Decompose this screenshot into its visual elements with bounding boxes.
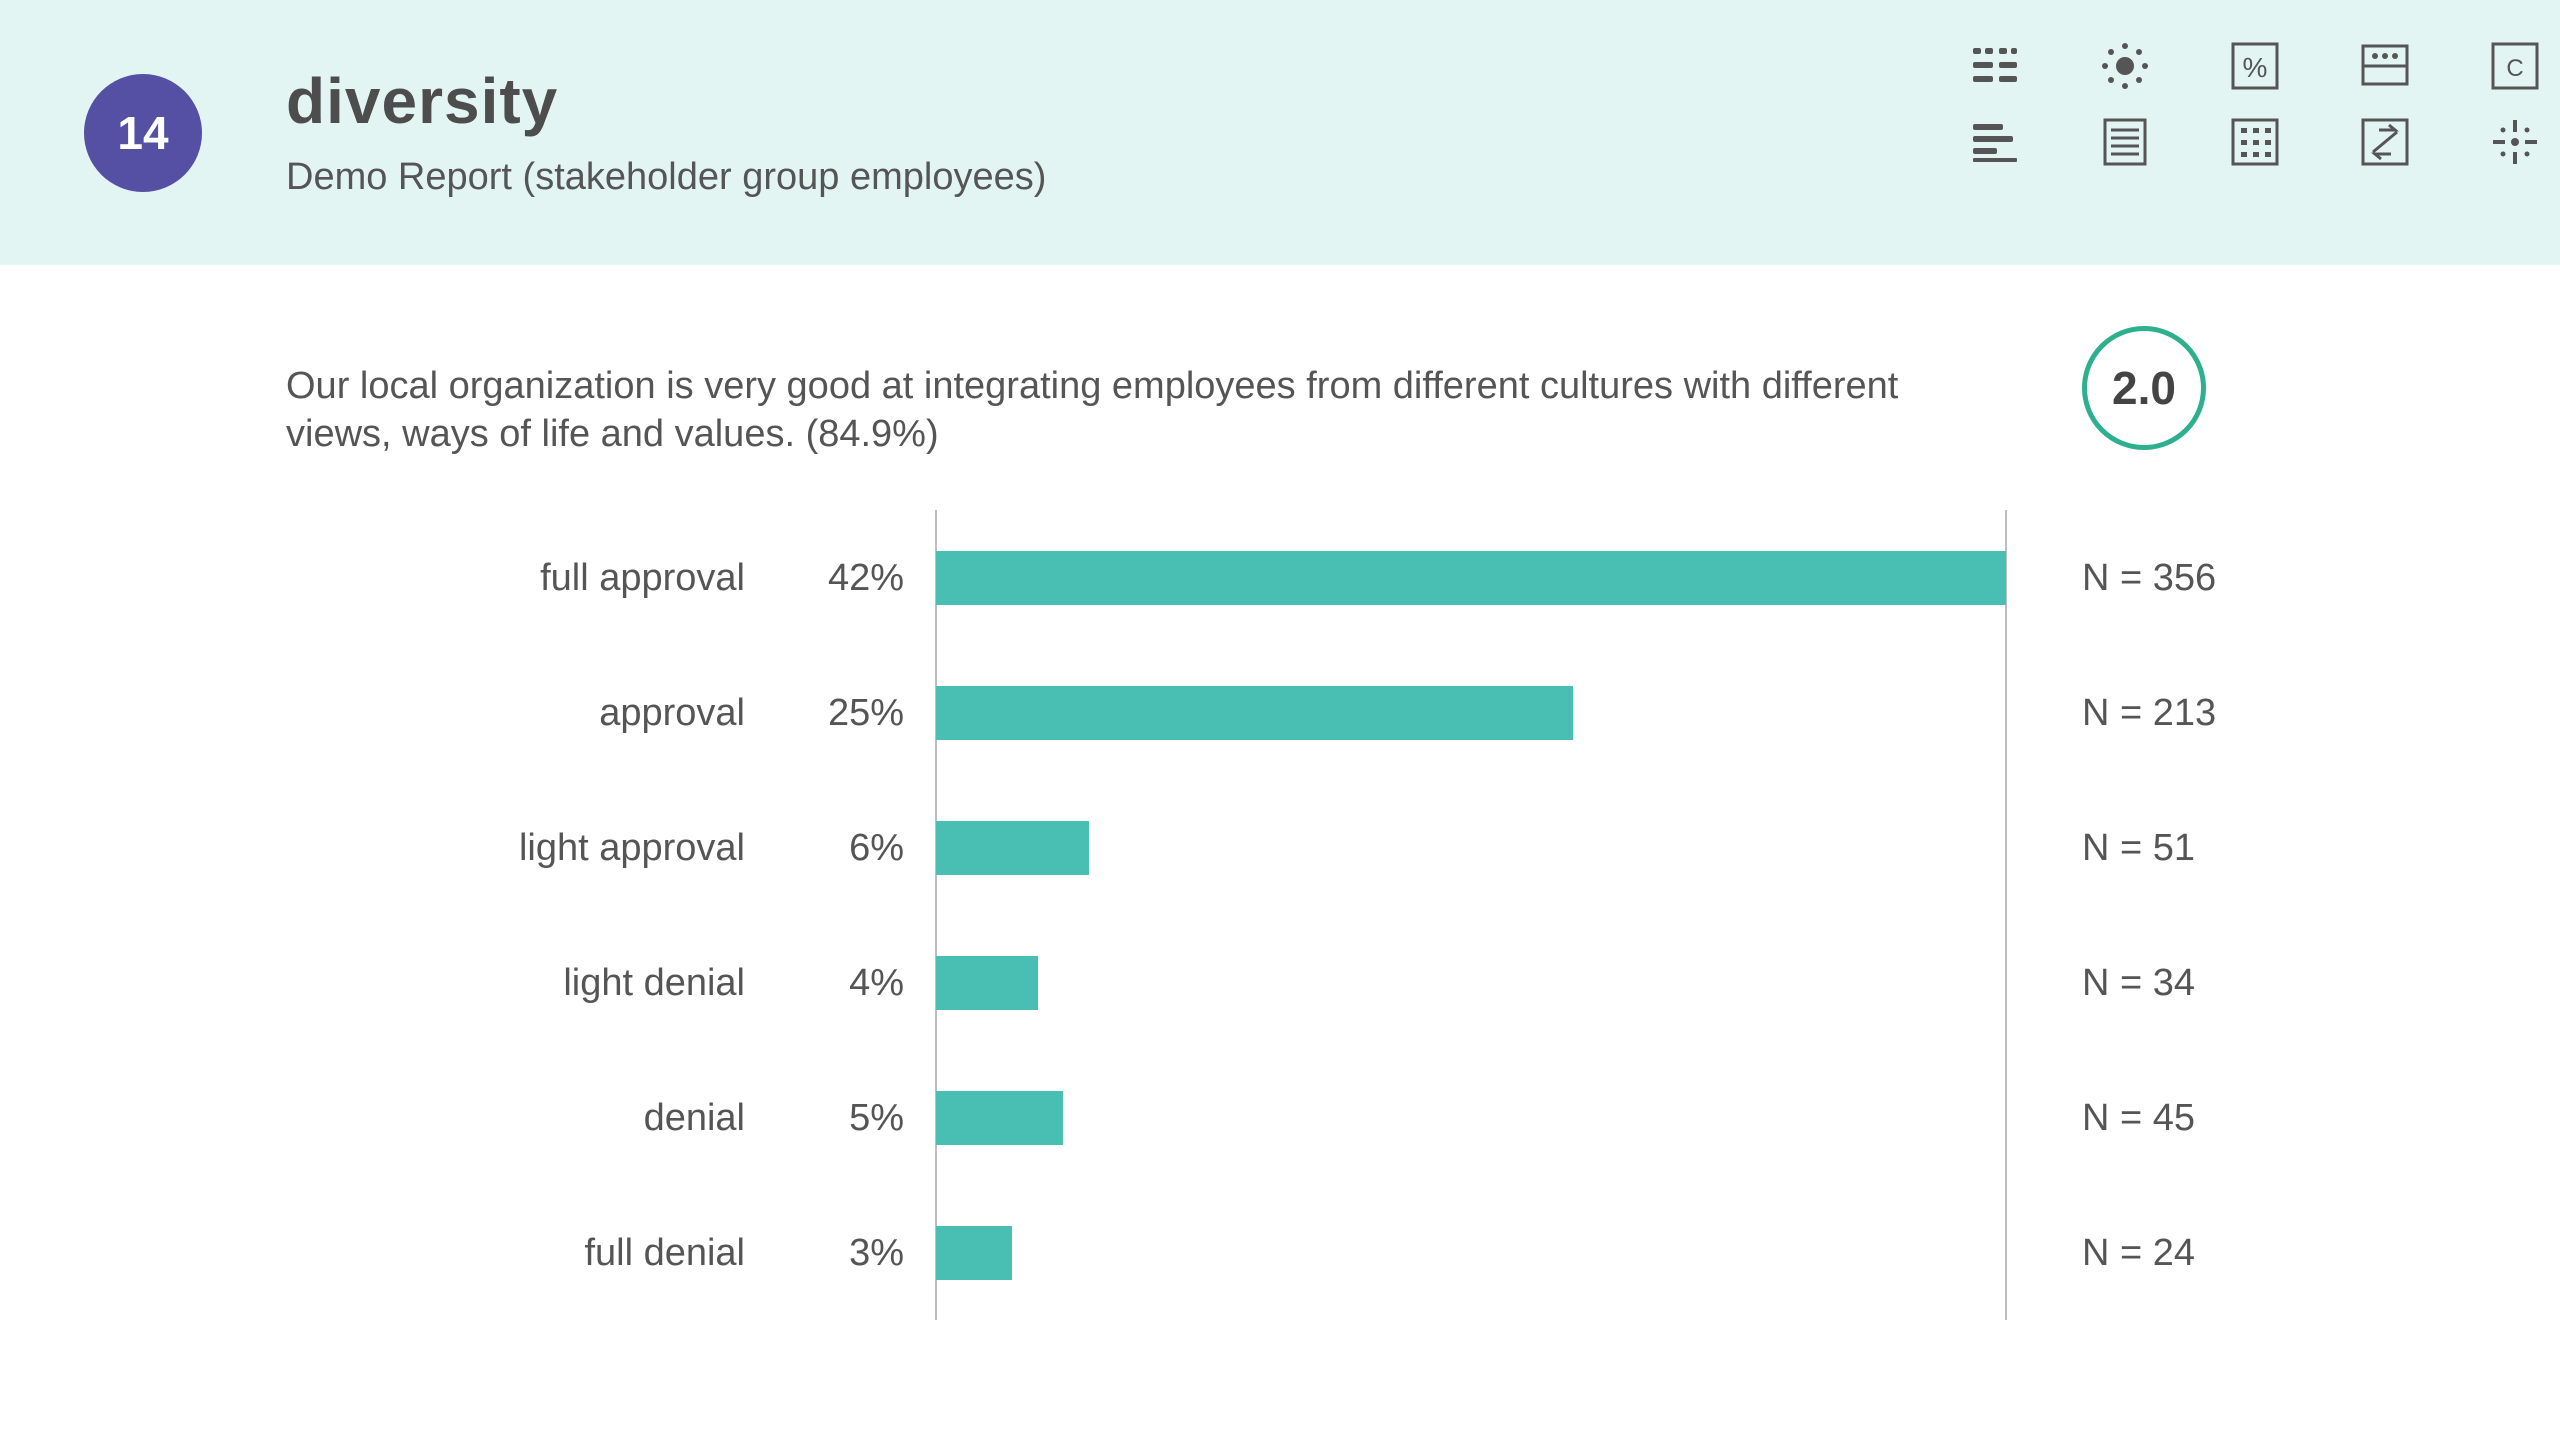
n-count-label: N = 213 — [2082, 692, 2217, 734]
category-label: light approval — [518, 827, 745, 869]
percent-icon[interactable]: % — [2190, 28, 2320, 104]
n-count-label: N = 51 — [2082, 827, 2196, 869]
c-box-icon[interactable]: C — [2450, 28, 2560, 104]
table-icon[interactable] — [2190, 104, 2320, 180]
category-label: approval — [599, 692, 745, 734]
bar — [936, 1226, 1012, 1280]
bar — [936, 551, 2006, 605]
n-count-label: N = 34 — [2082, 962, 2196, 1004]
calendar-icon[interactable] — [2320, 28, 2450, 104]
bar — [936, 1091, 1063, 1145]
category-label: full approval — [540, 557, 745, 599]
value-label: 25% — [827, 692, 904, 734]
category-label: light denial — [563, 962, 745, 1004]
value-label: 6% — [849, 827, 904, 869]
report-subtitle: Demo Report (stakeholder group employees… — [286, 156, 1047, 198]
bar — [936, 956, 1038, 1010]
axis-baseline — [935, 510, 937, 1320]
value-label: 4% — [849, 962, 904, 1004]
document-icon[interactable] — [2060, 104, 2190, 180]
n-count-label: N = 356 — [2082, 557, 2217, 599]
c-glyph: C — [2506, 55, 2523, 82]
category-label: full denial — [584, 1232, 745, 1274]
sun-icon[interactable] — [2060, 28, 2190, 104]
page-title: diversity — [286, 65, 559, 137]
list-grid-icon[interactable] — [1930, 28, 2060, 104]
score-ring: 2.0 — [2082, 326, 2206, 450]
n-count-label: N = 24 — [2082, 1232, 2196, 1274]
swap-icon[interactable] — [2320, 104, 2450, 180]
n-count-label: N = 45 — [2082, 1097, 2196, 1139]
bar — [936, 821, 1089, 875]
bar — [936, 686, 1573, 740]
axis-max-line — [2005, 510, 2007, 1320]
question-text: Our local organization is very good at i… — [286, 365, 1899, 455]
align-left-icon[interactable] — [1930, 104, 2060, 180]
value-label: 42% — [827, 557, 904, 599]
toolbar: % C — [1930, 28, 2560, 180]
category-label: denial — [643, 1097, 745, 1139]
report-header: 14 diversity Demo Report (stakeholder gr… — [0, 0, 2560, 265]
value-label: 5% — [849, 1097, 904, 1139]
sparkle-icon[interactable] — [2450, 104, 2560, 180]
value-label: 3% — [849, 1232, 904, 1274]
question-number-badge: 14 — [84, 74, 202, 192]
percent-glyph: % — [2243, 52, 2268, 83]
